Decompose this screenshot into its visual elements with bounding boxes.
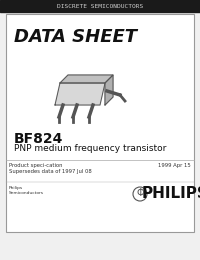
Text: PNP medium frequency transistor: PNP medium frequency transistor (14, 144, 166, 153)
Text: BF824: BF824 (14, 132, 63, 146)
Polygon shape (55, 83, 105, 105)
Polygon shape (60, 75, 113, 83)
Polygon shape (105, 75, 113, 105)
Text: DISCRETE SEMICONDUCTORS: DISCRETE SEMICONDUCTORS (57, 3, 143, 9)
Text: Φ: Φ (136, 188, 144, 198)
Text: Supersedes data of 1997 Jul 08: Supersedes data of 1997 Jul 08 (9, 169, 92, 174)
Text: PHILIPS: PHILIPS (142, 186, 200, 202)
Text: Product speci­cation: Product speci­cation (9, 163, 62, 168)
FancyBboxPatch shape (6, 14, 194, 232)
Text: DATA SHEET: DATA SHEET (14, 28, 137, 46)
Text: Philips
Semiconductors: Philips Semiconductors (9, 186, 44, 195)
Text: 1999 Apr 15: 1999 Apr 15 (158, 163, 191, 168)
Bar (0, 0, 200, 12)
